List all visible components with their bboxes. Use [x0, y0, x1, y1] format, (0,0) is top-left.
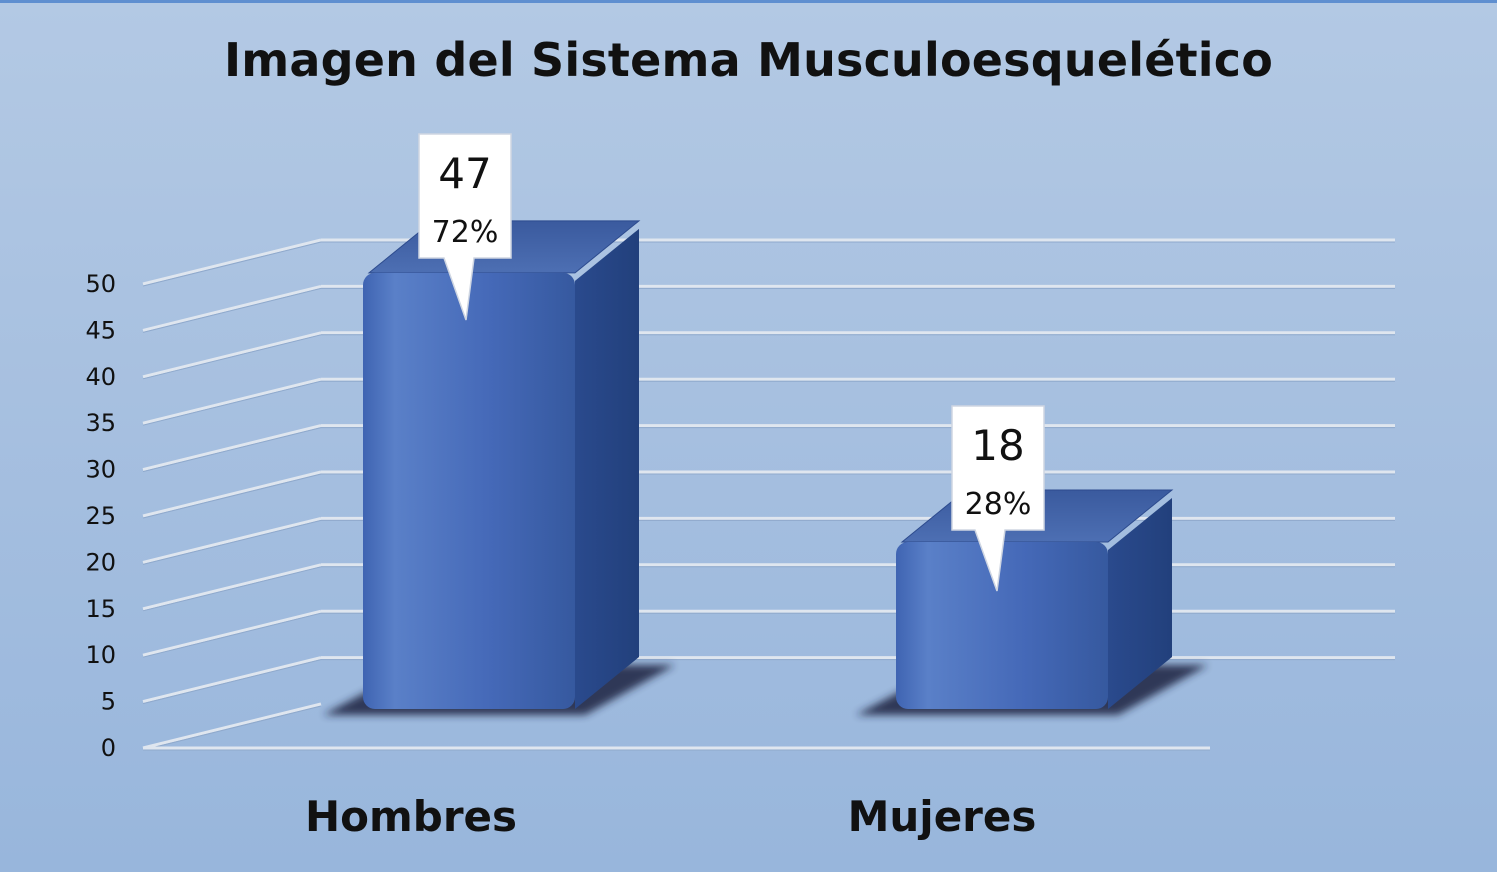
gridline-side-shadow: [142, 241, 322, 287]
gridline-side-shadow: [142, 612, 322, 658]
gridline-side: [142, 238, 322, 286]
gridline-side: [142, 470, 322, 518]
gridline-side: [142, 563, 322, 611]
grid-layer: [142, 238, 1395, 751]
y-tick-label: 0: [101, 734, 116, 762]
y-tick-label: 40: [85, 363, 116, 391]
bar-front-face: [896, 541, 1108, 709]
gridline-side-shadow: [142, 427, 322, 473]
y-axis-ticks: 0 5 10 15 20 25 30 35 40 45 50: [85, 270, 116, 762]
y-tick-label: 50: [85, 270, 116, 298]
y-tick-label: 35: [85, 409, 116, 437]
gridline-side-shadow: [142, 659, 322, 705]
gridline-side: [142, 284, 322, 332]
y-tick-label: 20: [85, 548, 116, 576]
gridline-side-shadow: [142, 287, 322, 333]
gridline-side: [142, 331, 322, 379]
bar-hombres: [323, 220, 675, 715]
y-tick-label: 5: [101, 688, 116, 716]
gridline-side: [142, 656, 322, 704]
callout-box: [951, 405, 1045, 592]
y-tick-label: 45: [85, 316, 116, 344]
gridline-side-shadow: [142, 380, 322, 426]
data-percent-label: 72%: [432, 215, 499, 250]
y-tick-label: 25: [85, 502, 116, 530]
x-category-label: Mujeres: [848, 792, 1037, 841]
gridline-side: [142, 377, 322, 425]
gridline-side: [142, 424, 322, 472]
data-percent-label: 28%: [965, 487, 1032, 522]
bar-mujeres: [856, 489, 1208, 715]
callout-box: [418, 133, 512, 321]
bars: [323, 220, 1208, 715]
y-tick-label: 15: [85, 595, 116, 623]
data-value-label: 18: [971, 421, 1024, 470]
bar-front-face: [363, 272, 575, 709]
gridline-side-shadow: [142, 705, 322, 751]
data-value-label: 47: [438, 149, 491, 198]
bar-side-face: [1108, 497, 1172, 709]
gridline-side-shadow: [142, 473, 322, 519]
x-category-label: Hombres: [305, 792, 517, 841]
gridline-side-shadow: [142, 566, 322, 612]
gridline-side: [142, 516, 322, 564]
gridline-side: [142, 702, 322, 750]
y-tick-label: 30: [85, 456, 116, 484]
chart-title: Imagen del Sistema Musculoesquelético: [223, 33, 1274, 87]
y-tick-label: 10: [85, 641, 116, 669]
bar-side-face: [575, 228, 639, 709]
gridline-side-shadow: [142, 334, 322, 380]
gridline-side: [142, 609, 322, 657]
gridline-side-shadow: [142, 519, 322, 565]
x-axis-categories: Hombres Mujeres: [305, 792, 1036, 841]
